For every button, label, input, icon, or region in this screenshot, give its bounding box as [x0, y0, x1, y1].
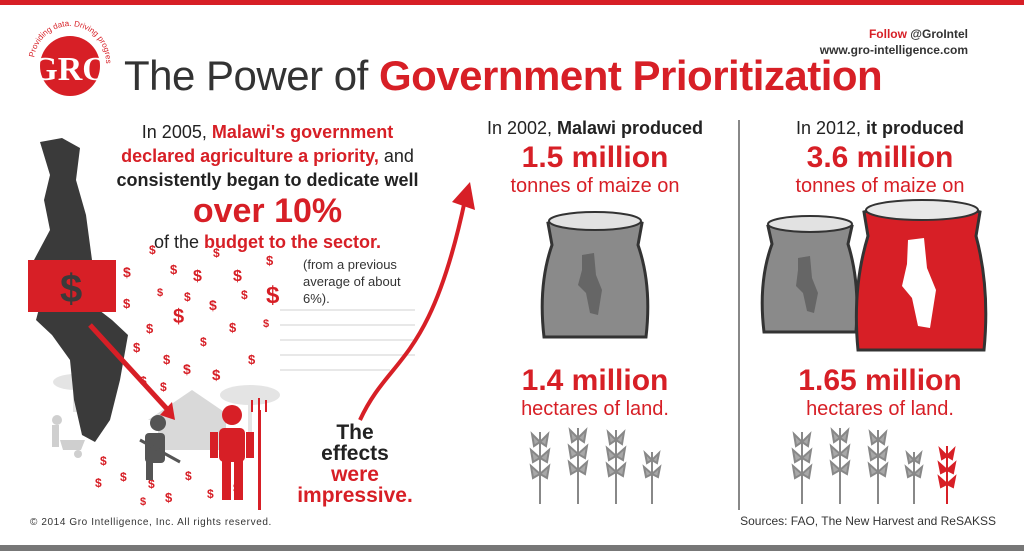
land-2012-amount: 1.65 million	[798, 364, 962, 397]
svg-text:$: $	[266, 282, 280, 309]
maize-2002-amount: 1.5 million	[521, 141, 669, 174]
column-2002: In 2002, Malawi produced 1.5 million ton…	[460, 118, 730, 197]
svg-text:$: $	[207, 487, 214, 501]
svg-text:$: $	[183, 361, 191, 377]
svg-text:$: $	[140, 374, 147, 388]
para-of-the: of the	[153, 232, 199, 252]
svg-text:$: $	[263, 318, 269, 330]
maize-sacks-2012	[760, 199, 988, 352]
wheelbarrow-icon	[52, 415, 85, 458]
svg-text:$: $	[248, 352, 256, 367]
logo-text: GRO	[31, 51, 108, 88]
land-2012: 1.65 million hectares of land.	[745, 365, 1015, 421]
sources-text: Sources: FAO, The New Harvest and ReSAKS…	[740, 514, 996, 528]
column-divider	[738, 120, 740, 510]
effects-line-2: effects	[321, 442, 389, 465]
land-2002: 1.4 million hectares of land.	[460, 365, 730, 421]
map-arrow-head	[160, 402, 175, 420]
svg-text:$: $	[184, 290, 191, 304]
budget-statement: In 2005, Malawi's government declared ag…	[95, 120, 440, 254]
growth-arrow-icon	[280, 182, 475, 421]
follow-label: Follow	[868, 27, 907, 41]
column-2012: In 2012, it produced 3.6 million tonnes …	[745, 118, 1015, 197]
svg-text:$: $	[123, 264, 131, 280]
svg-text:$: $	[148, 477, 155, 491]
dollar-sign-icon: $$$ $ $$$$ $ $ $ $ $$$ $ $$ $$ $$$ $ $$$$ $$$$ …	[95, 243, 280, 508]
follow-handle[interactable]: @GroIntel	[910, 27, 968, 41]
wheat-stalk-icon	[937, 445, 957, 504]
svg-text:$: $	[213, 246, 220, 260]
copyright-text: © 2014 Gro Intelligence, Inc. All rights…	[30, 517, 272, 528]
effects-line-4: impressive.	[297, 484, 413, 507]
svg-text:$: $	[241, 288, 248, 302]
wheat-stalks-2012	[791, 427, 957, 504]
svg-text:$: $	[200, 335, 207, 349]
wheat-stalk-icon	[529, 427, 662, 504]
svg-text:$: $	[193, 268, 202, 285]
svg-text:$: $	[165, 490, 173, 505]
para-sector: budget to the sector.	[204, 232, 382, 252]
maize-sack-icon	[854, 199, 988, 352]
maize-2012-amount: 3.6 million	[806, 141, 954, 174]
budget-percentage: over 10%	[192, 192, 343, 230]
para-dedicate: consistently began to dedicate well	[116, 170, 419, 190]
year-2012-heading: In 2012, it produced	[795, 118, 965, 138]
land-2002-unit: hectares of land.	[521, 398, 669, 420]
website-link[interactable]: www.gro-intelligence.com	[819, 43, 968, 57]
para-subject: Malawi's government	[211, 122, 394, 142]
svg-text:$: $	[100, 454, 107, 468]
svg-text:$: $	[95, 476, 102, 490]
svg-text:$: $	[146, 321, 154, 336]
para-declared: declared agriculture a priority,	[121, 146, 379, 166]
land-2002-amount: 1.4 million	[521, 364, 669, 397]
land-2012-unit: hectares of land.	[806, 398, 954, 420]
year-2002-heading: In 2002, Malawi produced	[486, 118, 704, 138]
svg-text:$: $	[160, 380, 167, 394]
dollar-sign-icon: $	[60, 267, 82, 311]
svg-text:$: $	[173, 306, 184, 328]
svg-text:$: $	[163, 352, 171, 367]
page-title: The Power of Government Prioritization	[124, 52, 883, 100]
bottom-bar	[0, 545, 1024, 551]
maize-sack-icon	[760, 215, 859, 334]
svg-text:$: $	[212, 367, 221, 384]
svg-text:$: $	[120, 470, 127, 484]
effects-line-3: were	[331, 463, 379, 486]
svg-text:$: $	[170, 262, 178, 277]
para-year: In 2005,	[141, 122, 207, 142]
wheat-stalks-2002	[529, 427, 662, 504]
worker-icon	[139, 415, 181, 480]
svg-text:$: $	[233, 268, 242, 285]
map-arrow	[88, 323, 170, 412]
svg-text:$: $	[185, 469, 192, 483]
svg-text:$: $	[266, 253, 274, 268]
follow-block: Follow @GroIntel www.gro-intelligence.co…	[820, 26, 968, 58]
svg-text:$: $	[149, 243, 156, 257]
svg-text:$: $	[209, 297, 217, 313]
svg-text:$: $	[229, 320, 237, 335]
maize-2002-unit: tonnes of maize on	[510, 175, 680, 197]
effects-statement: The effects were impressive.	[285, 422, 425, 506]
svg-text:$: $	[133, 340, 141, 355]
svg-text:$: $	[140, 496, 146, 508]
para-and: and	[383, 146, 414, 166]
map-highlight	[28, 260, 116, 312]
maize-2012-unit: tonnes of maize on	[795, 175, 965, 197]
effects-line-1: The	[336, 421, 374, 444]
title-plain: The Power of	[124, 52, 379, 99]
maize-sack-icon	[540, 211, 650, 339]
gro-logo-icon: GRO Providing data. Driving progress	[18, 15, 113, 96]
wheat-stalk-icon	[791, 427, 924, 504]
left-illustration: $ $$$ $ $$$$ $ $ $ $ $$$ $ $$ $$ $$$ $ $$$$ $$$…	[28, 138, 280, 510]
title-emphasis: Government Prioritization	[378, 52, 883, 99]
svg-text:$: $	[123, 296, 131, 311]
top-accent-bar	[0, 0, 1024, 5]
previous-average-note: (from a previous average of about 6%).	[303, 257, 401, 306]
farmer-icon	[210, 398, 267, 510]
svg-text:$: $	[157, 287, 163, 299]
